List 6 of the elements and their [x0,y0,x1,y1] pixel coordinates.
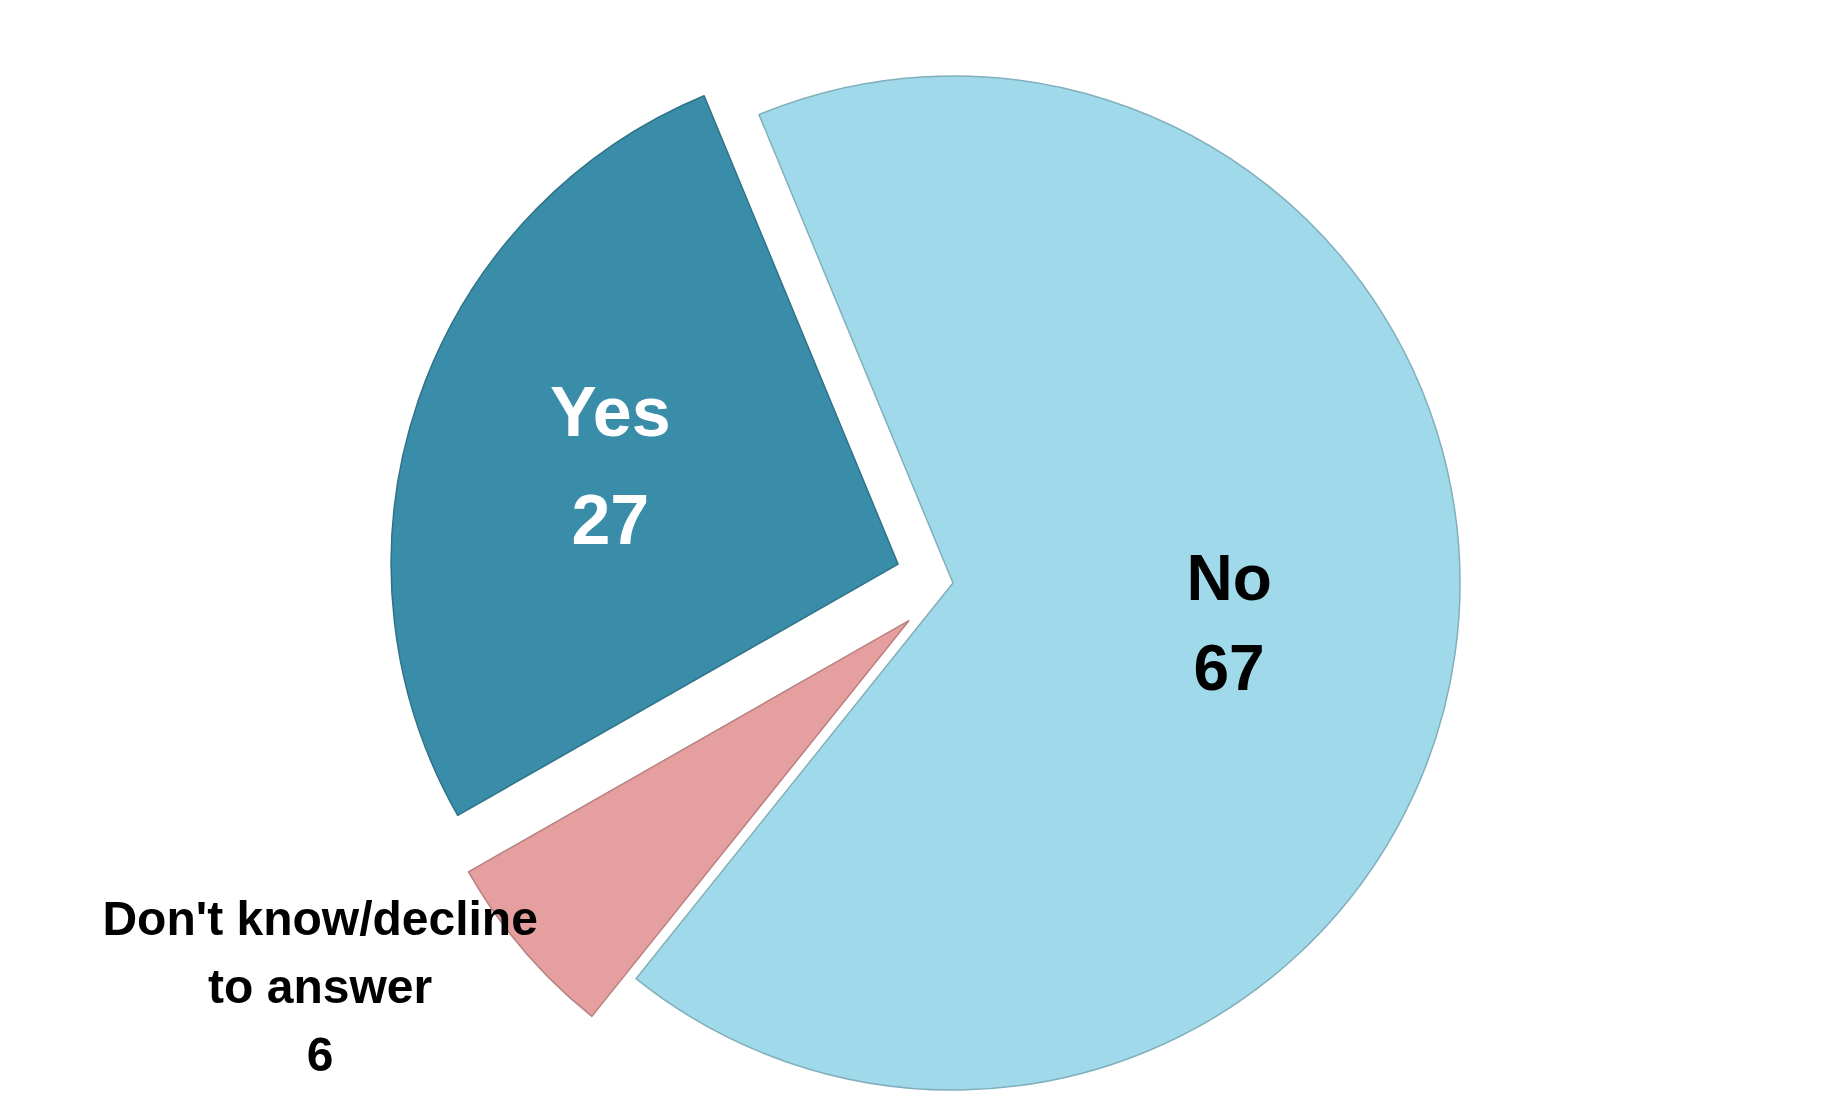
slice-label: Don't know/decline to answer [102,891,538,1013]
slice-label: Yes [549,373,671,452]
data-label: 27 [571,481,650,560]
data-label: 6 [306,1027,334,1081]
slice-label: No [1186,541,1272,614]
data-label: 67 [1193,631,1265,704]
